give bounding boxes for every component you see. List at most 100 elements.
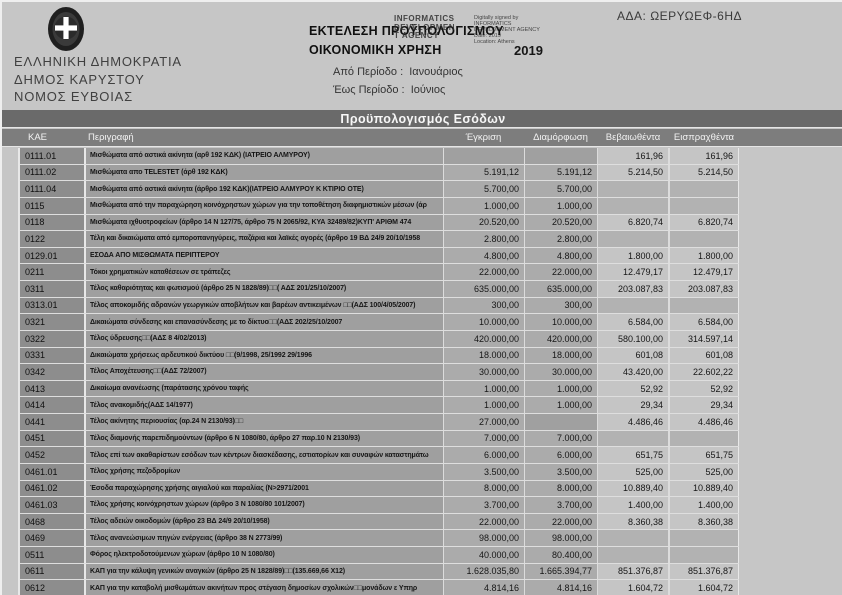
approved-amount-cell: 20.520,00 (443, 214, 524, 231)
certified-amount-cell (597, 530, 669, 546)
table-row: 0111.04 Μισθώματα από αστικά ακίνητα (άρθ… (20, 181, 739, 198)
approved-amount-cell: 1.000,00 (443, 380, 524, 397)
kae-cell: 0331 (20, 347, 84, 364)
table-row: 0211 Τόκοι χρηματικών καταθέσεων σε τράπε… (20, 264, 739, 281)
description-cell: Μισθώματα από την παραχώρηση κοινόχρηστω… (84, 197, 443, 214)
formed-amount-cell: 300,00 (524, 297, 597, 314)
description-cell: Τέλος χρήσης κοινόχρηστων χώρων (άρθρο 3… (84, 497, 443, 513)
org-line-country: ΕΛΛΗΝΙΚΗ ΔΗΜΟΚΡΑΤΙΑ (14, 54, 182, 69)
ada-code: ΑΔΑ: ΩΕΡΥΩΕΦ-6ΗΔ (617, 9, 742, 23)
stamp-agency-line: T AGENCY (394, 31, 440, 40)
header-filler (739, 129, 842, 147)
kae-cell: 0313.01 (20, 297, 84, 314)
collected-amount-cell: 8.360,38 (669, 513, 739, 530)
kae-cell: 0118 (20, 214, 84, 231)
table-row: 0461.03 Τέλος χρήσης κοινόχρηστων χώρων (… (20, 497, 739, 514)
certified-amount-cell: 29,34 (597, 397, 669, 413)
description-cell: Τέλος αποκομιδής αδρανών γεωργικών αποβλ… (84, 297, 443, 314)
kae-cell: 0612 (20, 580, 84, 595)
kae-cell: 0414 (20, 397, 84, 413)
kae-cell: 0461.01 (20, 463, 84, 480)
approved-amount-cell: 98.000,00 (443, 530, 524, 546)
approved-amount-cell: 40.000,00 (443, 547, 524, 563)
approved-amount-cell: 1.000,00 (443, 397, 524, 413)
table-row: 0122 Τέλη και δικαιώματα από εμποροπανηγύ… (20, 231, 739, 248)
certified-amount-cell (597, 181, 669, 197)
formed-amount-cell: 5.700,00 (524, 181, 597, 197)
collected-amount-cell: 5.214,50 (669, 164, 739, 181)
certified-amount-cell (597, 547, 669, 563)
kae-cell: 0468 (20, 513, 84, 530)
approved-amount-cell: 7.000,00 (443, 430, 524, 447)
formed-amount-cell: 10.000,00 (524, 314, 597, 330)
table-row: 0118 Μισθώματα ιχθυοτροφείων (άρθρο 14 Ν … (20, 214, 739, 232)
description-cell: Μισθώματα ιχθυοτροφείων (άρθρο 14 Ν 127/… (84, 214, 443, 231)
approved-amount-cell: 6.000,00 (443, 447, 524, 463)
stamp-signature-line: INFORMATICS (474, 21, 512, 27)
formed-amount-cell: 420.000,00 (524, 330, 597, 347)
approved-amount-cell: 635.000,00 (443, 281, 524, 297)
stamp-signature-line: DEVELOPMENT AGENCY (474, 27, 540, 33)
certified-amount-cell: 10.889,40 (597, 480, 669, 497)
organization-block: ΕΛΛΗΝΙΚΗ ΔΗΜΟΚΡΑΤΙΑ ΔΗΜΟΣ ΚΑΡΥΣΤΟΥ ΝΟΜΟΣ… (14, 53, 182, 106)
collected-amount-cell: 29,34 (669, 397, 739, 413)
kae-cell: 0311 (20, 281, 84, 297)
collected-amount-cell: 525,00 (669, 463, 739, 480)
table-row: 0469 Τέλος ανανεώσιμων πηγών ενέργειας (ά… (20, 530, 739, 547)
collected-amount-cell (669, 197, 739, 214)
certified-amount-cell: 12.479,17 (597, 264, 669, 280)
kae-cell: 0452 (20, 447, 84, 463)
period-to-label: Έως Περίοδο : (333, 84, 405, 96)
formed-amount-cell: 4.814,16 (524, 580, 597, 595)
formed-amount-cell: 5.191,12 (524, 164, 597, 181)
table-row: 0413 Δικαίωμα ανανέωσης (παράτασης χρόνου… (20, 380, 739, 398)
formed-amount-cell: 22.000,00 (524, 264, 597, 280)
collected-amount-cell (669, 231, 739, 247)
formed-amount-cell: 1.000,00 (524, 380, 597, 397)
certified-amount-cell: 5.214,50 (597, 164, 669, 181)
table-row: 0322 Τέλος ύδρευσης□□(ΑΔΣ 8 4/02/2013) 420… (20, 330, 739, 348)
formed-amount-cell: 2.800,00 (524, 231, 597, 247)
kae-cell: 0115 (20, 197, 84, 214)
certified-amount-cell: 525,00 (597, 463, 669, 480)
approved-amount-cell: 27.000,00 (443, 414, 524, 430)
description-cell: Τόκοι χρηματικών καταθέσεων σε τράπεζες (84, 264, 443, 280)
table-row: 0452 Τέλος επί των ακαθαρίστων εσόδων των… (20, 447, 739, 464)
table-row: 0468 Τέλος αδειών οικοδομών (άρθρο 23 ΒΔ … (20, 513, 739, 531)
approved-amount-cell: 1.628.035,80 (443, 563, 524, 580)
collected-amount-cell: 6.584,00 (669, 314, 739, 330)
formed-amount-cell: 7.000,00 (524, 430, 597, 447)
formed-amount-cell: 1.000,00 (524, 197, 597, 214)
certified-amount-cell (597, 231, 669, 247)
collected-amount-cell: 22.602,22 (669, 364, 739, 380)
certified-amount-cell: 6.584,00 (597, 314, 669, 330)
table-row: 0461.02 Έσοδα παραχώρησης χρήσης αιγιαλού… (20, 480, 739, 498)
certified-amount-cell: 601,08 (597, 347, 669, 364)
kae-cell: 0413 (20, 380, 84, 397)
digital-signature-stamp-agency: INFORMATICS DEVELOPMEN T AGENCY (394, 14, 455, 41)
formed-amount-cell: 8.000,00 (524, 480, 597, 497)
description-cell: Μισθώματα από αστικά ακίνητα (άρθρο 192 … (84, 181, 443, 197)
column-header-approved: Έγκριση (465, 132, 502, 143)
description-cell: Τέλος Αποχέτευσης□□(ΑΔΣ 72/2007) (84, 364, 443, 380)
approved-amount-cell: 30.000,00 (443, 364, 524, 380)
table-row: 0129.01 ΕΣΟΔΑ ΑΠΟ ΜΙΣΘΩΜΑΤΑ ΠΕΡΙΠΤΕΡΟΥ 4.8… (20, 247, 739, 265)
certified-amount-cell: 4.486,46 (597, 414, 669, 430)
certified-amount-cell: 851.376,87 (597, 563, 669, 580)
certified-amount-cell (597, 197, 669, 214)
collected-amount-cell (669, 430, 739, 447)
period-to: Έως Περίοδο : Ιούνιος (333, 84, 445, 96)
table-row: 0611 ΚΑΠ για την κάλυψη γενικών αναγκών (… (20, 563, 739, 581)
kae-cell: 0111.02 (20, 164, 84, 181)
kae-cell: 0211 (20, 264, 84, 280)
approved-amount-cell: 8.000,00 (443, 480, 524, 497)
description-cell: Έσοδα παραχώρησης χρήσης αιγιαλού και πα… (84, 480, 443, 497)
collected-amount-cell: 12.479,17 (669, 264, 739, 280)
kae-cell: 0511 (20, 547, 84, 563)
description-cell: Τέλος ανανεώσιμων πηγών ενέργειας (άρθρο… (84, 530, 443, 546)
description-cell: Τέλος ανακομιδής(ΑΔΣ 14/1977) (84, 397, 443, 413)
table-row: 0441 Τέλος ακίνητης περιουσίας (αρ.24 Ν 2… (20, 414, 739, 431)
approved-amount-cell: 5.700,00 (443, 181, 524, 197)
period-from-label: Από Περίοδο : (333, 66, 404, 78)
